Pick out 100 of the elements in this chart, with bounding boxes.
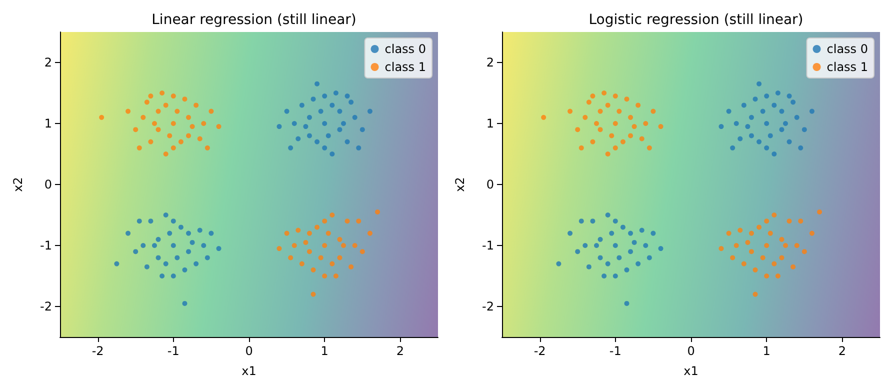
point	[310, 292, 316, 297]
point	[620, 224, 626, 230]
point	[326, 133, 331, 138]
point	[764, 274, 770, 278]
point	[575, 127, 580, 132]
point	[718, 246, 724, 252]
point	[333, 90, 338, 96]
point	[783, 243, 788, 248]
point	[306, 249, 312, 254]
point	[208, 108, 214, 114]
y-tick-label: -2	[40, 300, 52, 314]
point	[752, 96, 758, 102]
x-tick-label: -2	[92, 344, 104, 358]
x-tick-label: 0	[687, 344, 695, 358]
point	[636, 261, 641, 266]
point	[126, 230, 131, 236]
point	[163, 102, 168, 108]
point	[582, 243, 588, 248]
point	[748, 114, 754, 120]
point	[658, 246, 664, 252]
y-tick-label: 0	[486, 178, 494, 192]
point	[748, 230, 754, 236]
point	[764, 121, 770, 126]
point	[764, 243, 770, 248]
point	[738, 136, 743, 142]
point	[204, 145, 210, 150]
point	[794, 243, 800, 248]
point	[310, 267, 316, 272]
point	[612, 145, 618, 150]
point	[726, 230, 732, 236]
point	[643, 121, 648, 126]
point	[190, 124, 195, 130]
point	[556, 261, 562, 266]
point	[809, 230, 814, 236]
point	[174, 108, 180, 114]
point	[186, 114, 192, 120]
point	[182, 300, 188, 306]
point	[186, 133, 192, 138]
point	[718, 124, 724, 130]
point	[745, 240, 750, 245]
point	[330, 212, 335, 218]
point	[314, 224, 320, 230]
point	[605, 102, 610, 108]
point	[756, 139, 762, 144]
point	[344, 139, 350, 144]
point	[639, 228, 644, 233]
point	[632, 124, 637, 130]
point	[322, 218, 328, 224]
point	[605, 261, 610, 266]
point	[296, 136, 301, 142]
point	[337, 255, 342, 260]
point	[590, 218, 596, 224]
x-tick-label: 0	[245, 344, 253, 358]
point	[186, 230, 192, 236]
point	[156, 127, 161, 132]
point	[598, 255, 603, 260]
point	[575, 249, 580, 254]
y-tick-label: -2	[482, 300, 494, 314]
point	[160, 90, 165, 96]
point	[628, 249, 634, 254]
point	[314, 81, 320, 86]
point	[292, 243, 297, 248]
point	[568, 230, 573, 236]
point	[170, 274, 176, 278]
point	[568, 108, 573, 114]
point	[612, 94, 618, 99]
point	[148, 94, 154, 99]
point	[541, 114, 546, 120]
point	[322, 274, 328, 278]
point	[609, 230, 614, 236]
point	[156, 108, 161, 114]
point	[367, 230, 372, 236]
point	[156, 236, 161, 242]
point	[204, 255, 210, 260]
point	[760, 108, 766, 114]
point	[163, 212, 168, 218]
point	[794, 114, 800, 120]
x-tick-label: 1	[320, 344, 328, 358]
point	[741, 102, 746, 108]
point	[170, 145, 176, 150]
point	[322, 94, 328, 99]
y-axis-title: x2	[453, 177, 467, 192]
point	[730, 255, 736, 260]
point	[790, 100, 796, 105]
point	[360, 249, 365, 254]
point	[306, 133, 312, 138]
point	[326, 230, 331, 236]
point	[578, 145, 584, 150]
point	[330, 152, 335, 156]
point	[114, 261, 120, 266]
point	[798, 218, 804, 224]
point	[140, 243, 146, 248]
point	[140, 114, 146, 120]
point	[352, 114, 358, 120]
point	[136, 218, 142, 224]
point	[288, 255, 294, 260]
point	[602, 274, 607, 278]
point	[624, 267, 630, 272]
point	[201, 121, 206, 126]
point	[348, 264, 354, 270]
